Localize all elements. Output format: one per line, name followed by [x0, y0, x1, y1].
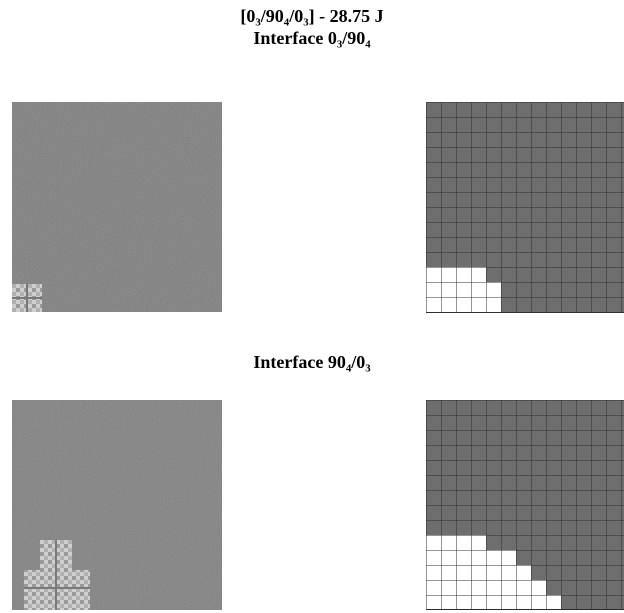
scan-image — [12, 102, 222, 312]
figure-title: [0₃/90₄/0₃] - 28.75 J — [240, 6, 383, 26]
damage-grid — [426, 102, 624, 313]
figure: [0₃/90₄/0₃] - 28.75 J Interface 0₃/90₄ I… — [0, 0, 624, 613]
damage-grid — [426, 400, 624, 610]
scan-image — [12, 400, 222, 610]
panel-label: Interface 90₄/0₃ — [253, 352, 371, 372]
panel-label: Interface 0₃/90₄ — [253, 28, 371, 48]
